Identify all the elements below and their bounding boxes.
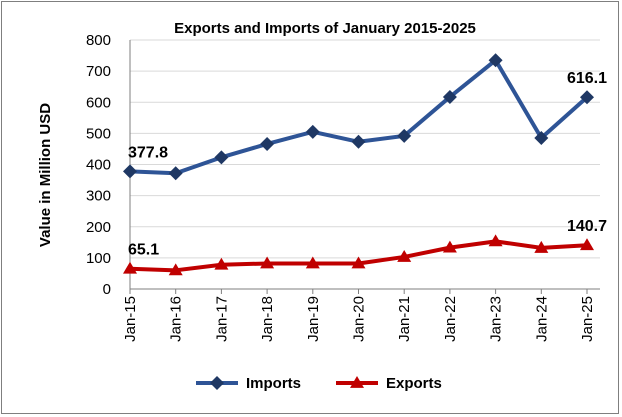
imports-point: [351, 134, 366, 149]
x-tick-label: Jan-21: [396, 296, 413, 342]
series-exports: [123, 234, 594, 276]
y-tick-label: 0: [103, 281, 111, 298]
x-tick-label: Jan-22: [442, 296, 459, 342]
y-tick-label: 600: [86, 94, 111, 111]
y-tick-label: 800: [86, 32, 111, 49]
series-imports: [123, 53, 594, 181]
imports-point: [442, 89, 457, 104]
x-tick-label: Jan-17: [213, 296, 230, 342]
legend-marker: [350, 376, 364, 388]
exports-point: [260, 256, 275, 269]
x-tick-label: Jan-15: [122, 296, 139, 342]
y-axis-label: Value in Million USD: [37, 103, 54, 247]
x-tick-label: Jan-20: [351, 296, 368, 342]
y-tick-label: 400: [86, 157, 111, 174]
data-label: 616.1: [567, 70, 607, 87]
y-tick-label: 100: [86, 250, 111, 267]
data-label: 65.1: [128, 242, 159, 259]
x-tick-label: Jan-23: [488, 296, 505, 342]
exports-point: [123, 261, 137, 274]
exports-point: [168, 263, 183, 276]
x-tick-label: Jan-24: [533, 296, 550, 342]
exports-point: [214, 257, 229, 270]
chart-title: Exports and Imports of January 2015-2025: [174, 20, 476, 37]
data-label: 140.7: [567, 218, 607, 235]
imports-point: [580, 90, 594, 105]
imports-line: [129, 58, 589, 176]
imports-point: [488, 53, 503, 68]
imports-point: [534, 131, 549, 146]
legend-marker: [210, 376, 224, 390]
imports-point: [168, 166, 183, 181]
exports-point: [534, 240, 549, 253]
imports-point: [260, 136, 275, 151]
imports-point: [305, 124, 320, 139]
legend-item-imports: Imports: [196, 375, 301, 392]
y-tick-label: 200: [86, 219, 111, 236]
y-tick-label: 700: [86, 63, 111, 80]
legend-label: Imports: [246, 375, 301, 392]
exports-point: [351, 256, 366, 269]
x-tick-label: Jan-19: [305, 296, 322, 342]
exports-point: [580, 238, 594, 251]
x-tick-label: Jan-25: [579, 296, 596, 342]
x-tick-label: Jan-18: [259, 296, 276, 342]
imports-point: [214, 150, 229, 165]
y-tick-label: 300: [86, 188, 111, 205]
imports-point: [397, 128, 412, 143]
exports-point: [442, 240, 457, 253]
imports-point: [123, 164, 137, 179]
exports-point: [397, 249, 412, 262]
exports-point: [305, 256, 320, 269]
x-tick-label: Jan-16: [168, 296, 185, 342]
data-label: 377.8: [128, 144, 168, 161]
legend-item-exports: Exports: [336, 375, 442, 392]
y-tick-label: 500: [86, 125, 111, 142]
legend-label: Exports: [386, 375, 442, 392]
exports-point: [488, 234, 503, 247]
